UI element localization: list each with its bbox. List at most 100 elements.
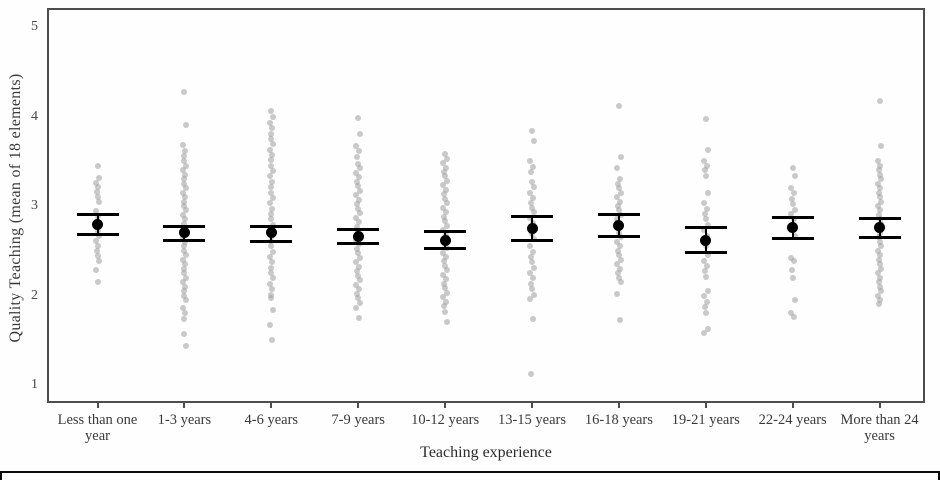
jitter-dot	[527, 189, 534, 196]
jitter-dot	[615, 180, 622, 187]
jitter-dot	[787, 310, 794, 317]
jitter-dot	[878, 198, 885, 205]
jitter-dot	[530, 291, 537, 298]
jitter-dot	[442, 308, 449, 315]
jitter-dot	[528, 280, 535, 287]
jitter-dot	[268, 162, 275, 169]
ci-cap-upper	[337, 227, 380, 231]
jitter-dot	[614, 290, 621, 297]
jitter-dot	[527, 296, 534, 303]
jitter-dot	[442, 276, 449, 283]
jitter-dot	[615, 102, 622, 109]
jitter-dot	[874, 158, 881, 165]
jitter-dot	[181, 270, 188, 277]
jitter-dot	[788, 267, 795, 274]
jitter-dot	[877, 252, 884, 259]
jitter-dot	[442, 209, 449, 216]
jitter-dot	[878, 265, 885, 272]
jitter-dot	[179, 211, 186, 218]
jitter-dot	[704, 221, 711, 228]
jitter-dot	[357, 165, 363, 172]
x-axis-tick	[270, 403, 273, 408]
jitter-dot	[179, 189, 186, 196]
jitter-dot	[529, 286, 535, 293]
jitter-dot	[267, 264, 274, 271]
x-axis-tick	[444, 403, 447, 408]
jitter-dot	[877, 296, 884, 303]
jitter-dot	[790, 258, 797, 265]
jitter-dot	[356, 196, 362, 203]
jitter-dot	[443, 289, 450, 296]
jitter-dot	[266, 119, 273, 126]
x-tick-label: 22-24 years	[758, 412, 827, 428]
jitter-dot	[876, 171, 883, 178]
jitter-dot	[355, 295, 362, 302]
x-axis-title: Teaching experience	[420, 444, 552, 461]
jitter-dot	[529, 194, 536, 201]
jitter-dot	[876, 238, 883, 245]
jitter-dot	[443, 222, 450, 229]
jitter-dot	[530, 137, 537, 144]
x-tick-label: 16-18 years	[584, 412, 653, 428]
jitter-dot	[704, 252, 711, 259]
jitter-dot	[616, 265, 623, 272]
jitter-dot	[789, 165, 796, 172]
jitter-dot	[787, 254, 794, 261]
jitter-dot	[357, 254, 363, 261]
jitter-dot	[878, 243, 885, 250]
jitter-dot	[528, 254, 535, 260]
x-tick-label: 10-12 years	[411, 412, 480, 428]
jitter-dot	[440, 160, 447, 167]
jitter-dot	[875, 167, 882, 174]
ci-cap-lower	[684, 251, 727, 255]
y-tick-label: 4	[31, 108, 38, 124]
jitter-dot	[269, 286, 276, 293]
jitter-dot	[180, 220, 187, 227]
jitter-dot	[614, 238, 621, 245]
jitter-dot	[617, 153, 624, 160]
jitter-dot	[701, 227, 707, 234]
jitter-dot	[269, 259, 276, 266]
ci-cap-lower	[511, 238, 553, 242]
jitter-dot	[183, 207, 190, 214]
jitter-dot	[95, 243, 102, 250]
jitter-dot	[354, 245, 361, 252]
jitter-dot	[789, 274, 796, 281]
jitter-dot	[614, 216, 621, 223]
jitter-dot	[704, 146, 711, 153]
jitter-dot	[356, 174, 362, 181]
ci-cap-lower	[163, 238, 206, 242]
jitter-dot	[183, 342, 190, 349]
jitter-dot	[270, 168, 277, 175]
jitter-dot	[440, 182, 447, 189]
jitter-dot	[93, 247, 100, 254]
jitter-dot	[441, 191, 448, 198]
bottom-divider-rule	[0, 471, 940, 480]
jitter-dot	[791, 173, 798, 180]
jitter-dot	[442, 298, 449, 305]
jitter-dot	[442, 164, 449, 171]
jitter-dot	[530, 209, 537, 216]
mean-point	[874, 221, 886, 233]
jitter-dot	[876, 283, 883, 290]
mean-point	[526, 222, 538, 234]
ci-cap-upper	[684, 225, 727, 229]
jitter-dot	[180, 176, 187, 183]
x-axis-tick	[96, 403, 99, 408]
jitter-dot	[787, 211, 794, 218]
y-tick-label: 3	[31, 198, 38, 213]
jitter-dot	[617, 256, 624, 263]
jitter-dot	[528, 371, 535, 378]
jitter-dot	[702, 211, 708, 218]
jitter-dot	[357, 299, 363, 306]
jitter-dot	[874, 180, 881, 187]
jitter-dot	[615, 203, 622, 209]
jitter-dot	[441, 213, 448, 220]
jitter-dot	[703, 162, 710, 169]
jitter-dot	[442, 195, 449, 202]
jitter-dot	[270, 221, 277, 228]
jitter-dot	[94, 253, 101, 260]
jitter-dot	[615, 185, 622, 192]
jitter-dot	[182, 171, 189, 178]
jitter-dot	[616, 198, 623, 205]
